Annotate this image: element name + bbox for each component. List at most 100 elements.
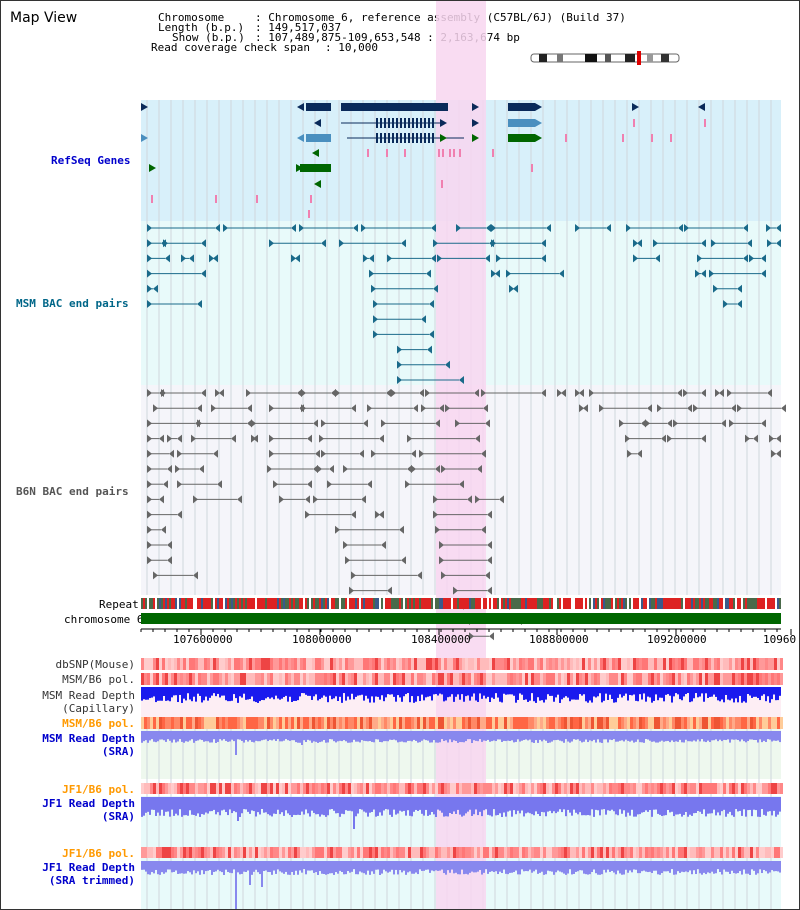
heat-cell xyxy=(264,658,267,670)
heat-cell xyxy=(684,847,687,858)
depth-bar xyxy=(411,731,413,742)
heat-cell xyxy=(399,847,402,858)
b6n-bac-pair-end xyxy=(379,434,384,443)
b6n-bac-pair-end xyxy=(433,495,438,504)
depth-bar xyxy=(305,687,307,695)
heat-cell xyxy=(387,673,390,685)
msm-bac-label[interactable]: MSM BAC end pairs xyxy=(16,297,129,310)
heat-cell xyxy=(276,847,279,858)
depth-bar xyxy=(653,731,655,742)
heat-cell xyxy=(570,658,573,670)
heat-cell xyxy=(426,847,429,858)
repeat-segment xyxy=(757,598,759,609)
b6n-bac-pair-end xyxy=(459,480,464,489)
heat-cell xyxy=(231,717,234,729)
heat-cell xyxy=(621,717,624,729)
heat-cell xyxy=(618,673,621,685)
depth-bar xyxy=(495,731,497,742)
b6n-bac-pair-end xyxy=(313,465,318,473)
depth-bar xyxy=(703,731,705,742)
repeat-segment xyxy=(351,598,353,609)
depth-bar xyxy=(267,861,269,872)
depth-bar xyxy=(297,861,299,875)
b6n-bac-pair-end xyxy=(161,525,166,534)
depth-bar xyxy=(371,687,373,697)
heat-cell xyxy=(150,783,153,794)
heat-cell xyxy=(468,717,471,729)
heat-cell xyxy=(204,847,207,858)
depth-bar xyxy=(757,687,759,699)
exon xyxy=(432,118,434,128)
heat-cell xyxy=(432,717,435,729)
heat-cell xyxy=(180,673,183,685)
repeat-segment xyxy=(493,598,495,609)
repeat-segment xyxy=(169,598,171,609)
depth-bar xyxy=(175,797,177,814)
heat-cell xyxy=(141,847,144,858)
heat-cell xyxy=(753,673,756,685)
heat-cell xyxy=(513,717,516,729)
depth-bar xyxy=(317,731,319,743)
b6n-bac-pair-end xyxy=(419,389,424,397)
repeat-segment xyxy=(229,598,231,609)
repeat-segment xyxy=(187,598,189,609)
heat-cell xyxy=(699,658,702,670)
heat-cell xyxy=(423,717,426,729)
depth-bar xyxy=(353,687,355,700)
heat-cell xyxy=(666,783,669,794)
gene-arrow xyxy=(535,103,542,111)
b6n-bac-pair-end xyxy=(147,465,152,473)
heat-cell xyxy=(147,673,150,685)
depth-bar xyxy=(739,797,741,811)
heat-cell xyxy=(258,658,261,670)
heat-cell xyxy=(366,658,369,670)
depth-bar xyxy=(677,797,679,815)
depth-bar xyxy=(169,797,171,817)
heat-cell xyxy=(312,658,315,670)
snp-mark xyxy=(459,149,461,157)
b6n-bac-label[interactable]: B6N BAC end pairs xyxy=(16,485,129,498)
depth-bar xyxy=(601,797,603,810)
heat-cell xyxy=(225,847,228,858)
depth-bar xyxy=(247,731,249,742)
heat-cell xyxy=(483,717,486,729)
heat-cell xyxy=(351,673,354,685)
depth-bar xyxy=(325,797,327,817)
b6n-bac-pair-end xyxy=(425,389,430,397)
depth-bar xyxy=(327,731,329,743)
b6n-bac-pair-end xyxy=(435,419,440,428)
depth-bar xyxy=(229,861,231,873)
depth-bar xyxy=(463,731,465,743)
depth-bar xyxy=(213,687,215,694)
depth-bar xyxy=(631,797,633,810)
heat-cell xyxy=(723,847,726,858)
depth-bar xyxy=(331,687,333,700)
depth-bar xyxy=(217,861,219,870)
depth-bar xyxy=(375,687,377,697)
heat-cell xyxy=(300,658,303,670)
depth-bar xyxy=(733,861,735,874)
depth-bar xyxy=(393,861,395,875)
ideogram-band xyxy=(661,54,669,62)
heat-cell xyxy=(351,717,354,729)
heat-cell xyxy=(519,717,522,729)
depth-bar xyxy=(257,687,259,703)
depth-bar xyxy=(621,797,623,814)
depth-bar xyxy=(413,687,415,703)
depth-bar xyxy=(215,861,217,872)
axis-tick-label: 108800000 xyxy=(529,633,589,646)
depth-bar xyxy=(245,687,247,700)
heat-cell xyxy=(567,847,570,858)
refseq-genes-label[interactable]: RefSeq Genes xyxy=(51,154,131,167)
heat-cell xyxy=(513,847,516,858)
depth-bar xyxy=(613,797,615,812)
b6n-bac-pair-end xyxy=(485,419,490,428)
depth-bar xyxy=(671,861,673,870)
depth-bar xyxy=(539,861,541,873)
msm-bac-pair-end xyxy=(433,239,438,248)
depth-bar xyxy=(693,687,695,699)
heat-cell xyxy=(645,717,648,729)
heat-cell xyxy=(561,673,564,685)
depth-bar xyxy=(281,731,283,742)
